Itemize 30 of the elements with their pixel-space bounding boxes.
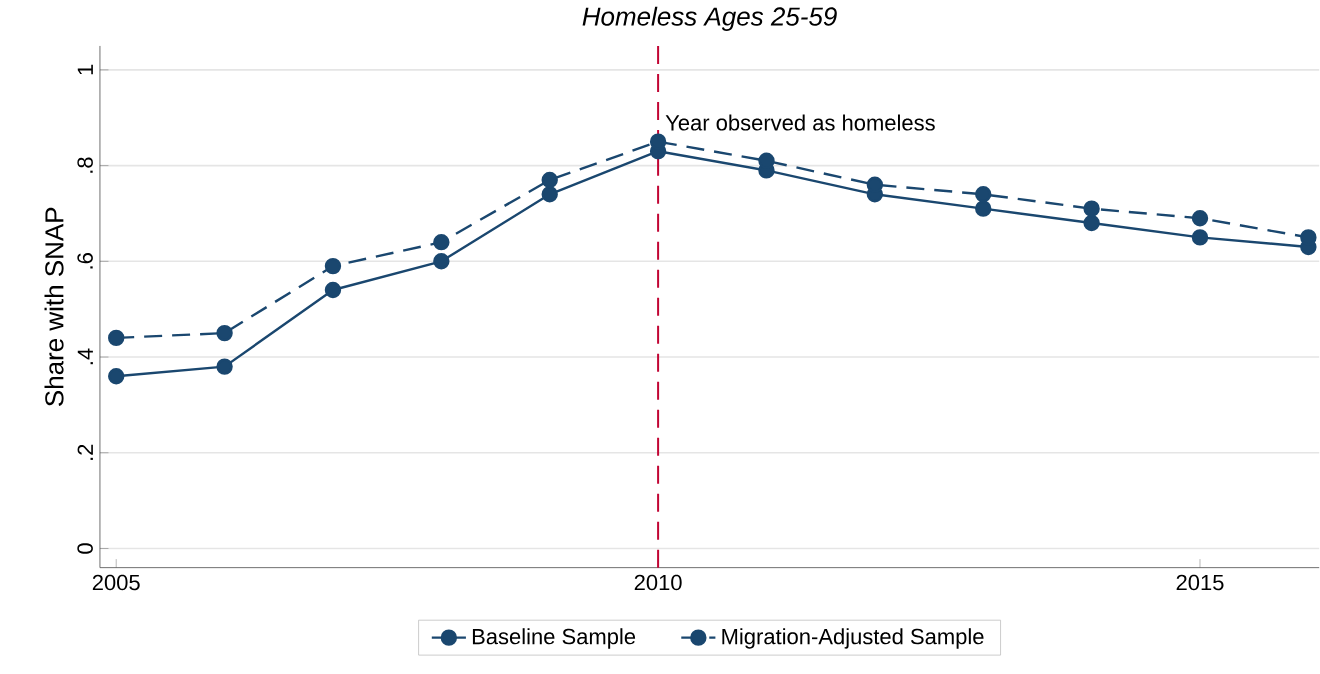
point (108, 329, 125, 347)
y-tick-label: .2 (77, 444, 93, 461)
legend-label: Migration-Adjusted Sample (722, 628, 984, 649)
point (1083, 200, 1100, 218)
point (216, 325, 233, 342)
point (324, 282, 342, 299)
y-tick-label: 0 (77, 543, 93, 554)
x-tick-label: 2005 (92, 574, 140, 591)
point (1191, 229, 1209, 246)
x-tick-label: 2010 (634, 574, 682, 591)
y-axis-title: Share with SNAP (44, 208, 64, 407)
point (108, 368, 125, 385)
y-tick-label: 1 (77, 65, 93, 75)
point (975, 186, 992, 203)
point (541, 171, 558, 189)
point (433, 253, 450, 270)
point (1191, 210, 1209, 227)
point (975, 200, 992, 218)
ref-line-label: Year observed as homeless (665, 114, 935, 131)
point (1083, 215, 1100, 232)
point (216, 358, 233, 376)
point (324, 258, 342, 275)
y-tick-label: .6 (77, 253, 93, 269)
x-tick-label: 2015 (1176, 574, 1224, 591)
chart-title: Homeless Ages 25-59 (582, 6, 837, 32)
point (541, 186, 558, 203)
point (433, 234, 450, 251)
y-tick-label: .4 (77, 348, 93, 365)
y-tick-label: .8 (77, 157, 93, 173)
legend-label: Baseline Sample (472, 628, 636, 649)
